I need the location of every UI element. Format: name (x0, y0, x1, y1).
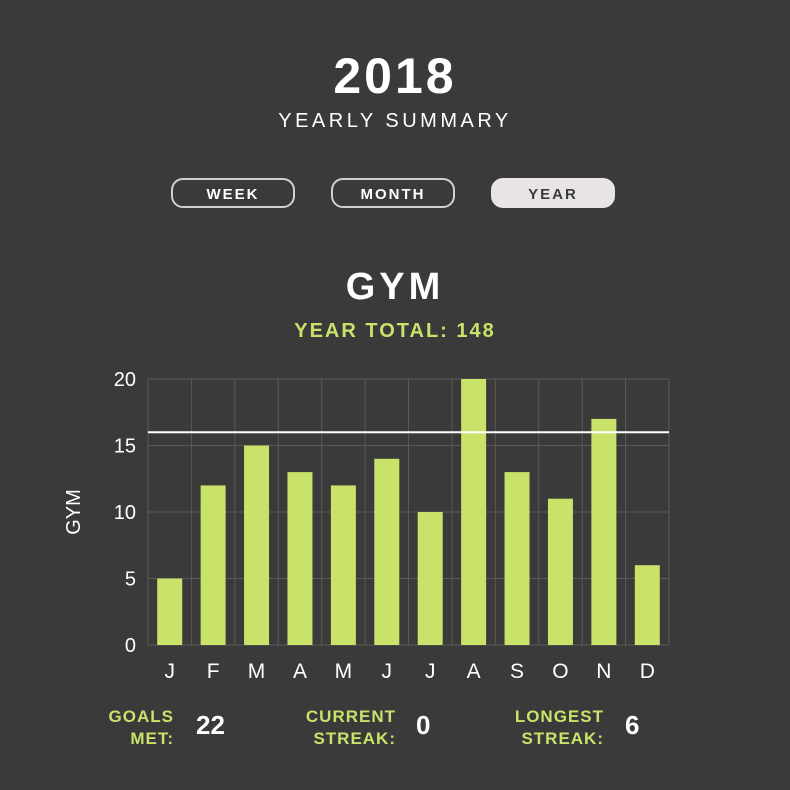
x-tick-label: M (248, 660, 266, 683)
x-tick-label: A (467, 660, 481, 683)
x-tick-label: M (335, 660, 353, 683)
current-streak-value: 0 (416, 710, 431, 740)
bar (157, 578, 183, 645)
x-tick-label: S (510, 660, 524, 683)
x-tick-label: J (425, 660, 436, 683)
x-tick-label: A (293, 660, 307, 683)
tab-week[interactable]: WEEK (171, 178, 295, 208)
bar (417, 512, 443, 645)
chart-bars (157, 379, 660, 645)
y-tick-label: 10 (114, 502, 136, 524)
x-tick-label: O (552, 660, 568, 683)
y-tick-label: 15 (114, 436, 136, 458)
page-title: 2018 (333, 48, 457, 104)
bar (547, 498, 573, 645)
bar (591, 418, 617, 645)
current-streak-label: CURRENT STREAK: (305, 707, 396, 748)
year-total: YEAR TOTAL: 148 (294, 320, 496, 342)
bar (461, 379, 487, 645)
longest-streak-value: 6 (625, 710, 640, 740)
x-tick-label: J (164, 660, 175, 683)
period-tabs: WEEK MONTH YEAR (0, 178, 790, 212)
goals-met-value: 22 (196, 710, 225, 740)
y-axis-ticks: 0 5 10 15 20 (114, 369, 136, 657)
y-tick-label: 0 (125, 635, 136, 657)
x-tick-label: J (382, 660, 393, 683)
chart-grid (147, 378, 670, 646)
y-axis-label: GYM (63, 489, 85, 535)
bar (504, 472, 530, 645)
page-subtitle: YEARLY SUMMARY (278, 110, 512, 132)
bar (200, 485, 226, 645)
y-tick-label: 5 (125, 569, 136, 591)
section-title: GYM (345, 266, 445, 308)
y-tick-label: 20 (114, 369, 136, 391)
x-tick-label: F (207, 660, 220, 683)
bar (244, 445, 270, 645)
bar (374, 458, 400, 645)
bar (634, 565, 660, 645)
bar (287, 472, 313, 645)
goals-met-label: GOALS MET: (108, 707, 174, 748)
bar (330, 485, 356, 645)
longest-streak-label: LONGEST STREAK: (514, 707, 604, 748)
x-tick-label: N (596, 660, 611, 683)
x-tick-label: D (640, 660, 655, 683)
tab-month[interactable]: MONTH (331, 178, 455, 208)
tab-year[interactable]: YEAR (491, 178, 615, 208)
